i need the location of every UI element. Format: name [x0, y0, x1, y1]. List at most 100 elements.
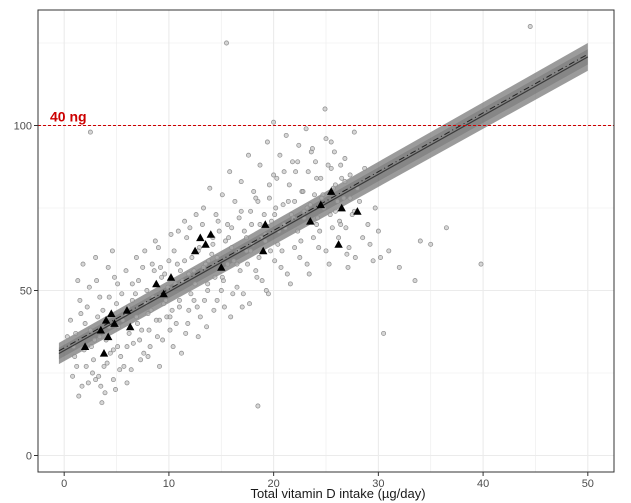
- data-point: [323, 136, 329, 142]
- data-point: [101, 363, 107, 369]
- data-point: [77, 297, 83, 303]
- data-point: [249, 222, 255, 227]
- data-point: [85, 380, 91, 386]
- data-point: [106, 294, 112, 300]
- data-point: [149, 261, 155, 267]
- data-point: [396, 264, 402, 270]
- data-point: [144, 288, 150, 293]
- data-point: [221, 304, 227, 310]
- data-point: [163, 297, 169, 303]
- data-point: [160, 337, 166, 343]
- data-point: [247, 301, 252, 307]
- scatter-points: [64, 24, 533, 409]
- data-point: [93, 377, 99, 383]
- data-point: [186, 271, 192, 277]
- data-point: [228, 314, 234, 320]
- triangle-point: [122, 306, 132, 314]
- data-point: [97, 334, 103, 340]
- data-point: [118, 354, 124, 359]
- data-point: [202, 297, 207, 303]
- y-tick-label: 50: [20, 286, 32, 298]
- data-point: [152, 238, 158, 244]
- data-point: [342, 179, 348, 185]
- data-point: [352, 255, 358, 260]
- data-point: [309, 146, 315, 152]
- data-point: [251, 189, 257, 194]
- triangle-point: [126, 322, 135, 331]
- data-point: [277, 152, 283, 158]
- y-tick-label: 0: [26, 451, 32, 463]
- axis-ticks: 0 10 20 30 40 50 0 50 100: [14, 121, 594, 491]
- data-point: [188, 291, 194, 297]
- data-point: [70, 373, 76, 379]
- triangle-point: [80, 342, 90, 350]
- data-point: [272, 258, 278, 264]
- triangle-point: [99, 349, 109, 357]
- data-point: [343, 225, 349, 231]
- data-point: [345, 264, 351, 270]
- data-point: [74, 363, 80, 369]
- data-point: [245, 261, 250, 267]
- triangle-point: [104, 332, 113, 341]
- data-point: [304, 261, 310, 267]
- data-point: [191, 297, 197, 303]
- data-point: [237, 268, 243, 274]
- data-point: [138, 357, 144, 363]
- data-point: [112, 274, 117, 280]
- data-point: [307, 202, 313, 208]
- data-point: [137, 337, 143, 343]
- data-point: [332, 182, 338, 188]
- triangle-point: [107, 309, 116, 317]
- data-point: [183, 330, 189, 336]
- data-point: [201, 205, 206, 211]
- data-point: [219, 274, 225, 280]
- data-point: [82, 321, 88, 326]
- data-point: [370, 258, 376, 264]
- data-point: [327, 212, 333, 218]
- data-point: [296, 142, 302, 148]
- data-point: [478, 261, 484, 267]
- data-point: [141, 350, 147, 356]
- triangle-point: [306, 217, 315, 225]
- data-point: [153, 317, 159, 323]
- data-point: [336, 235, 342, 241]
- data-point: [140, 264, 146, 270]
- data-point: [197, 314, 203, 320]
- data-point: [88, 344, 94, 350]
- data-point: [335, 198, 340, 204]
- triangle-point: [261, 220, 270, 228]
- data-point: [314, 222, 320, 227]
- data-point: [338, 222, 344, 227]
- triangle-point: [316, 200, 325, 209]
- triangle-point: [259, 246, 268, 255]
- data-point: [417, 238, 423, 244]
- data-point: [214, 255, 220, 260]
- data-point: [293, 169, 299, 175]
- triangle-point: [96, 325, 105, 334]
- data-point: [347, 172, 353, 178]
- data-point: [93, 255, 99, 260]
- data-point: [279, 248, 285, 254]
- data-point: [225, 222, 231, 227]
- triangle-point: [190, 246, 200, 255]
- data-point: [292, 245, 298, 251]
- data-point: [287, 281, 293, 287]
- data-point: [243, 235, 249, 241]
- data-point: [132, 291, 138, 297]
- triangle-point: [166, 273, 176, 281]
- data-point: [97, 294, 103, 300]
- data-point: [90, 370, 95, 376]
- data-point: [269, 218, 274, 224]
- data-point: [283, 132, 289, 138]
- data-point: [357, 198, 362, 204]
- confidence-band: [58, 43, 588, 365]
- data-point: [286, 182, 292, 188]
- data-point: [115, 344, 121, 350]
- data-point: [271, 119, 277, 125]
- data-point: [326, 261, 332, 267]
- x-axis-title: Total vitamin D intake (µg/day): [250, 486, 425, 501]
- data-point: [527, 24, 533, 29]
- data-point: [255, 403, 261, 409]
- data-point: [76, 393, 82, 399]
- data-point: [129, 281, 135, 287]
